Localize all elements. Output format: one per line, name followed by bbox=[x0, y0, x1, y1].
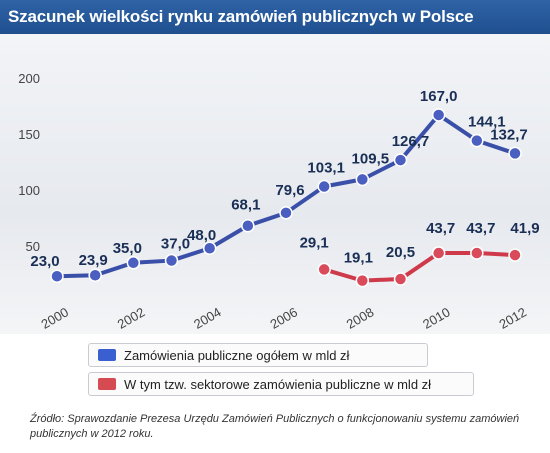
x-tick-label: 2010 bbox=[420, 304, 453, 331]
legend-item-total: Zamówienia publiczne ogółem w mld zł bbox=[88, 343, 428, 367]
data-label-total: 167,0 bbox=[420, 88, 458, 105]
data-label-sector: 43,7 bbox=[426, 220, 455, 237]
data-point-sector bbox=[470, 246, 484, 260]
data-point-total bbox=[355, 172, 370, 187]
data-label-total: 132,7 bbox=[490, 126, 528, 143]
data-label-total: 79,6 bbox=[275, 182, 304, 199]
x-tick-label: 2000 bbox=[38, 304, 71, 331]
data-point-total bbox=[88, 268, 102, 282]
data-label-total: 23,0 bbox=[30, 253, 59, 270]
data-label-sector: 43,7 bbox=[466, 220, 495, 237]
chart-title: Szacunek wielkości rynku zamówień public… bbox=[0, 0, 550, 34]
plot-background bbox=[0, 34, 550, 334]
data-label-total: 37,0 bbox=[161, 236, 190, 253]
data-point-total bbox=[241, 218, 255, 233]
x-tick-label: 2012 bbox=[496, 304, 529, 331]
data-point-sector bbox=[393, 272, 408, 286]
data-point-total bbox=[470, 133, 484, 148]
y-tick-label: 200 bbox=[18, 71, 40, 86]
data-point-total bbox=[164, 253, 179, 268]
data-label-total: 35,0 bbox=[113, 240, 142, 257]
x-tick-label: 2002 bbox=[115, 304, 148, 331]
line-chart: 50 100 150 200 2000 2002 2004 2006 2008 2010 2012 2… bbox=[18, 71, 540, 332]
data-point-total bbox=[393, 153, 408, 167]
data-point-sector bbox=[317, 262, 331, 277]
data-point-sector bbox=[508, 248, 522, 262]
data-point-total bbox=[508, 146, 522, 161]
data-point-sector bbox=[355, 273, 370, 288]
y-tick-label: 50 bbox=[26, 239, 40, 254]
data-label-total: 109,5 bbox=[352, 150, 390, 167]
x-tick-label: 2004 bbox=[191, 304, 224, 331]
data-label-total: 23,9 bbox=[79, 252, 108, 269]
x-tick-label: 2006 bbox=[267, 304, 300, 331]
legend-item-sector: W tym tzw. sektorowe zamówienia publiczn… bbox=[88, 372, 474, 396]
data-label-sector: 20,5 bbox=[386, 244, 415, 261]
data-point-total bbox=[431, 108, 446, 122]
series-sector: 29,1 19,1 20,5 43,7 43,7 41,9 bbox=[300, 220, 540, 288]
data-point-total bbox=[126, 256, 141, 270]
data-point-total bbox=[279, 206, 293, 220]
y-tick-label: 100 bbox=[18, 183, 40, 198]
data-label-total: 144,1 bbox=[468, 114, 506, 131]
legend-label-total: Zamówienia publiczne ogółem w mld zł bbox=[124, 347, 350, 363]
source-note: Źródło: Sprawozdanie Prezesa Urzędu Zamó… bbox=[30, 413, 520, 440]
data-label-sector: 19,1 bbox=[344, 250, 373, 267]
legend-swatch-sector bbox=[98, 378, 116, 390]
legend-label-sector: W tym tzw. sektorowe zamówienia publiczn… bbox=[124, 376, 432, 392]
data-label-total: 126,7 bbox=[392, 133, 430, 150]
data-label-total: 68,1 bbox=[231, 197, 260, 214]
y-tick-label: 150 bbox=[18, 127, 40, 142]
data-label-sector: 41,9 bbox=[510, 220, 539, 237]
data-label-total: 103,1 bbox=[307, 160, 345, 177]
data-point-total bbox=[202, 241, 217, 255]
data-point-total bbox=[317, 179, 331, 194]
data-point-total bbox=[50, 269, 64, 283]
data-label-total: 48,0 bbox=[187, 227, 216, 244]
legend-swatch-total bbox=[98, 349, 116, 361]
data-label-sector: 29,1 bbox=[300, 234, 329, 251]
x-tick-label: 2008 bbox=[344, 304, 377, 331]
data-point-sector bbox=[431, 246, 446, 260]
